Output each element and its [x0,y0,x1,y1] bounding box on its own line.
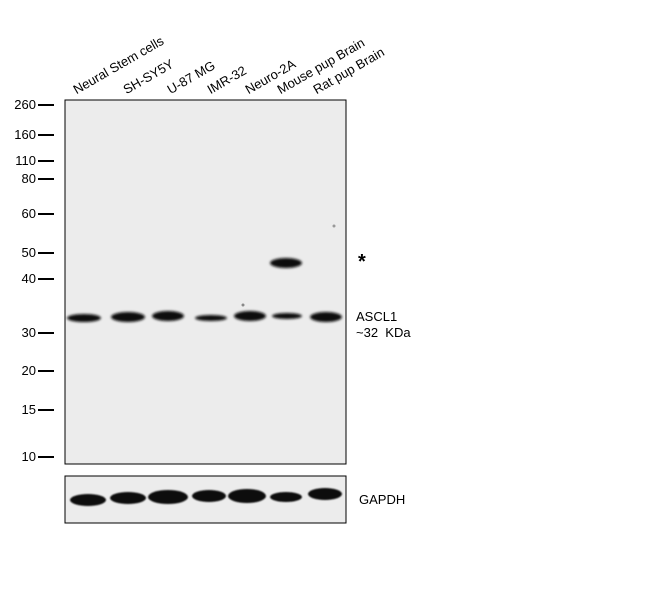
gapdh-bands [70,488,342,506]
band-ascl1-lane2 [111,312,145,322]
loading-control-label: GAPDH [359,492,406,507]
target-size-label: ~32 KDa [356,325,411,340]
marker-label-15: 15 [21,402,36,417]
band-ascl1-lane1 [67,314,101,322]
marker-label-160: 160 [14,127,36,142]
marker-label-110: 110 [15,153,36,168]
marker-label-50: 50 [21,245,36,260]
band-gapdh-lane2 [110,492,146,504]
band-ascl1-lane5 [234,311,266,321]
band-ascl1-lane7 [310,312,342,322]
band-ascl1-lane6 [272,313,302,319]
speck-2 [332,224,336,228]
marker-label-40: 40 [21,271,36,286]
marker-label-80: 80 [21,171,36,186]
marker-label-20: 20 [21,363,36,378]
band-gapdh-lane5 [228,489,266,503]
target-name-label: ASCL1 [356,309,398,324]
band-gapdh-lane7 [308,488,342,500]
band-gapdh-lane3 [148,490,188,504]
speck-1 [241,303,245,307]
marker-label-30: 30 [21,325,36,340]
band-ascl1-lane4 [195,315,227,321]
ascl1-bands [67,311,342,322]
marker-label-60: 60 [21,206,36,221]
marker-ticks [38,104,54,458]
nonspecific-asterisk: * [358,251,366,273]
band-gapdh-lane1 [70,494,106,506]
main-blot-panel [64,99,347,465]
band-gapdh-lane6 [270,492,302,502]
marker-label-260: 260 [14,97,36,112]
band-nonspecific-lane6 [270,258,302,268]
band-ascl1-lane3 [152,311,184,321]
band-gapdh-lane4 [192,490,226,502]
marker-label-10: 10 [21,449,36,464]
